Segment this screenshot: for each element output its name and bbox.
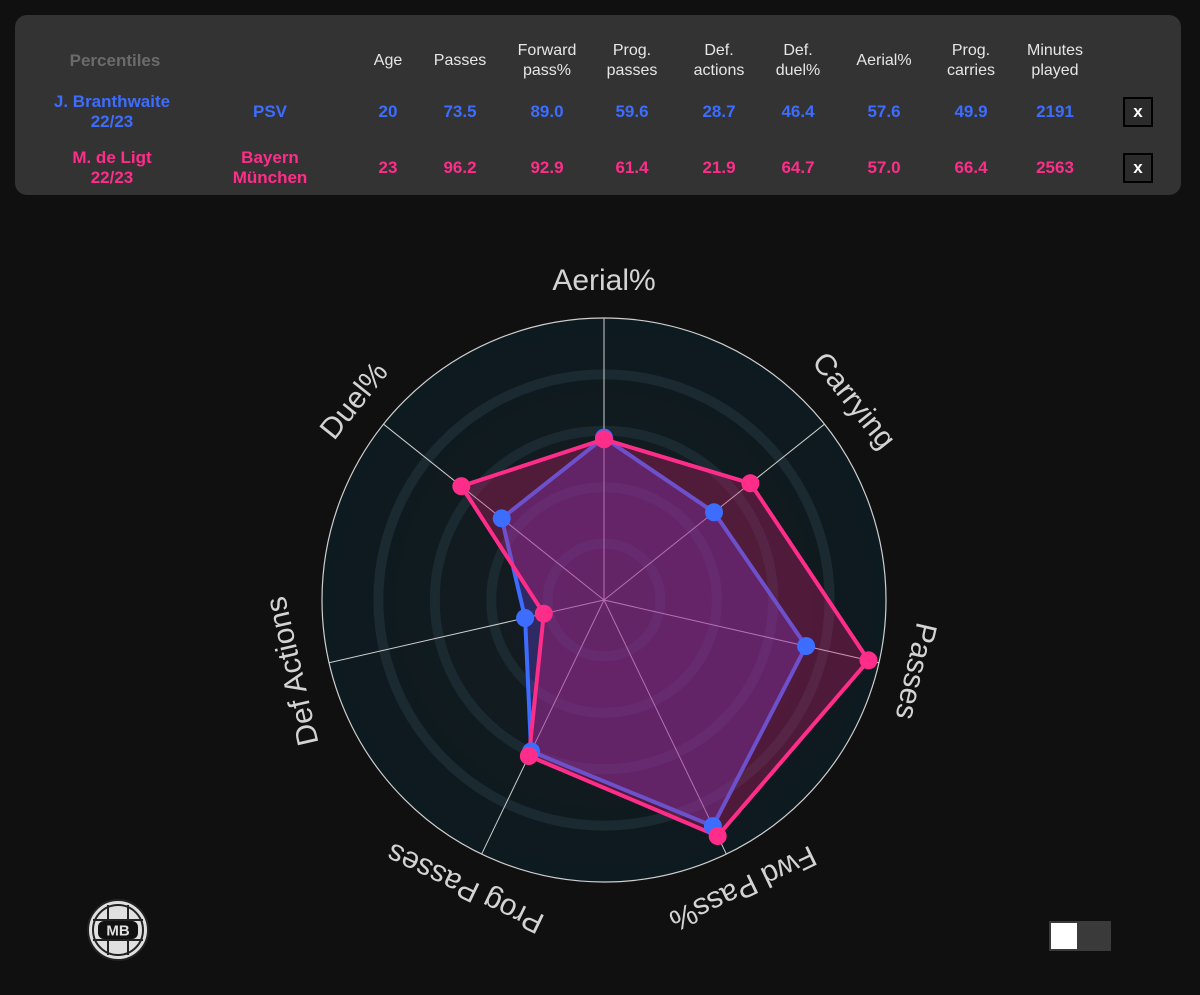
player-name: M. de Ligt 22/23	[72, 148, 152, 187]
series-point[interactable]	[859, 651, 878, 670]
cell-prog_carries: 49.9	[954, 102, 988, 121]
series-point[interactable]	[452, 477, 471, 496]
cell-aerial_pct: 57.6	[867, 102, 901, 121]
cell-def_actions: 28.7	[702, 102, 736, 121]
column-header-aerial_pct: Aerial%	[856, 52, 912, 69]
radar-spoke	[603, 599, 727, 855]
cell-forward_pass_pct: 92.9	[530, 158, 564, 177]
cell-age: 20	[378, 102, 398, 121]
axis-label: Def Actions	[259, 594, 325, 749]
radar-spoke	[328, 599, 605, 664]
series-polygon	[499, 435, 809, 829]
table-title: Percentiles	[69, 51, 161, 70]
column-header-passes: Passes	[433, 52, 487, 69]
column-header-prog_passes: Prog. passes	[606, 42, 658, 79]
radar-spoke	[481, 599, 605, 855]
series-polygon	[459, 437, 871, 838]
team-name: PSV	[252, 102, 288, 121]
cell-passes: 73.5	[443, 102, 477, 121]
series-point[interactable]	[741, 474, 760, 493]
cell-forward_pass_pct: 89.0	[530, 102, 564, 121]
cell-def_duel_pct: 64.7	[781, 158, 815, 177]
theme-toggle[interactable]	[1049, 921, 1111, 951]
series-point[interactable]	[797, 637, 816, 656]
column-header-minutes_played: Minutes played	[1026, 42, 1084, 79]
cell-minutes_played: 2563	[1036, 158, 1074, 177]
series-point[interactable]	[595, 430, 613, 449]
series-point[interactable]	[705, 503, 724, 522]
cell-minutes_played: 2191	[1036, 102, 1074, 121]
toggle-knob[interactable]	[1051, 923, 1077, 949]
cell-def_actions: 21.9	[702, 158, 736, 177]
remove-player-button[interactable]: x	[1123, 153, 1153, 183]
mb-logo-icon: MB	[87, 899, 149, 961]
series-point[interactable]	[516, 609, 535, 628]
column-header-def_duel_pct: Def. duel%	[775, 42, 821, 79]
radar-series	[452, 428, 878, 846]
column-header-forward_pass_pct: Forward pass%	[517, 42, 577, 79]
column-header-def_actions: Def. actions	[693, 42, 745, 79]
cell-def_duel_pct: 46.4	[781, 102, 815, 121]
column-header-prog_carries: Prog. carries	[946, 42, 995, 79]
series-point[interactable]	[519, 747, 538, 766]
comparison-table: Percentiles Age Passes Forward pass% Prog. …	[15, 15, 1181, 195]
axis-label: Aerial%	[552, 264, 655, 297]
player-name: J. Branthwaite 22/23	[53, 92, 171, 131]
axis-label: Passes	[889, 620, 943, 723]
cell-age: 23	[378, 158, 398, 177]
radar-spoke	[383, 423, 605, 601]
series-point[interactable]	[492, 509, 511, 528]
cell-aerial_pct: 57.0	[867, 158, 901, 177]
series-point[interactable]	[708, 827, 727, 846]
cell-passes: 96.2	[443, 158, 477, 177]
remove-player-button[interactable]: x	[1123, 97, 1153, 127]
column-header-age: Age	[373, 52, 403, 69]
cell-prog_passes: 61.4	[615, 158, 649, 177]
team-name: Bayern München	[232, 148, 308, 187]
radar-spoke	[603, 599, 880, 664]
series-point[interactable]	[534, 604, 553, 623]
logo-text: MB	[106, 923, 129, 940]
cell-prog_carries: 66.4	[954, 158, 988, 177]
cell-prog_passes: 59.6	[615, 102, 649, 121]
